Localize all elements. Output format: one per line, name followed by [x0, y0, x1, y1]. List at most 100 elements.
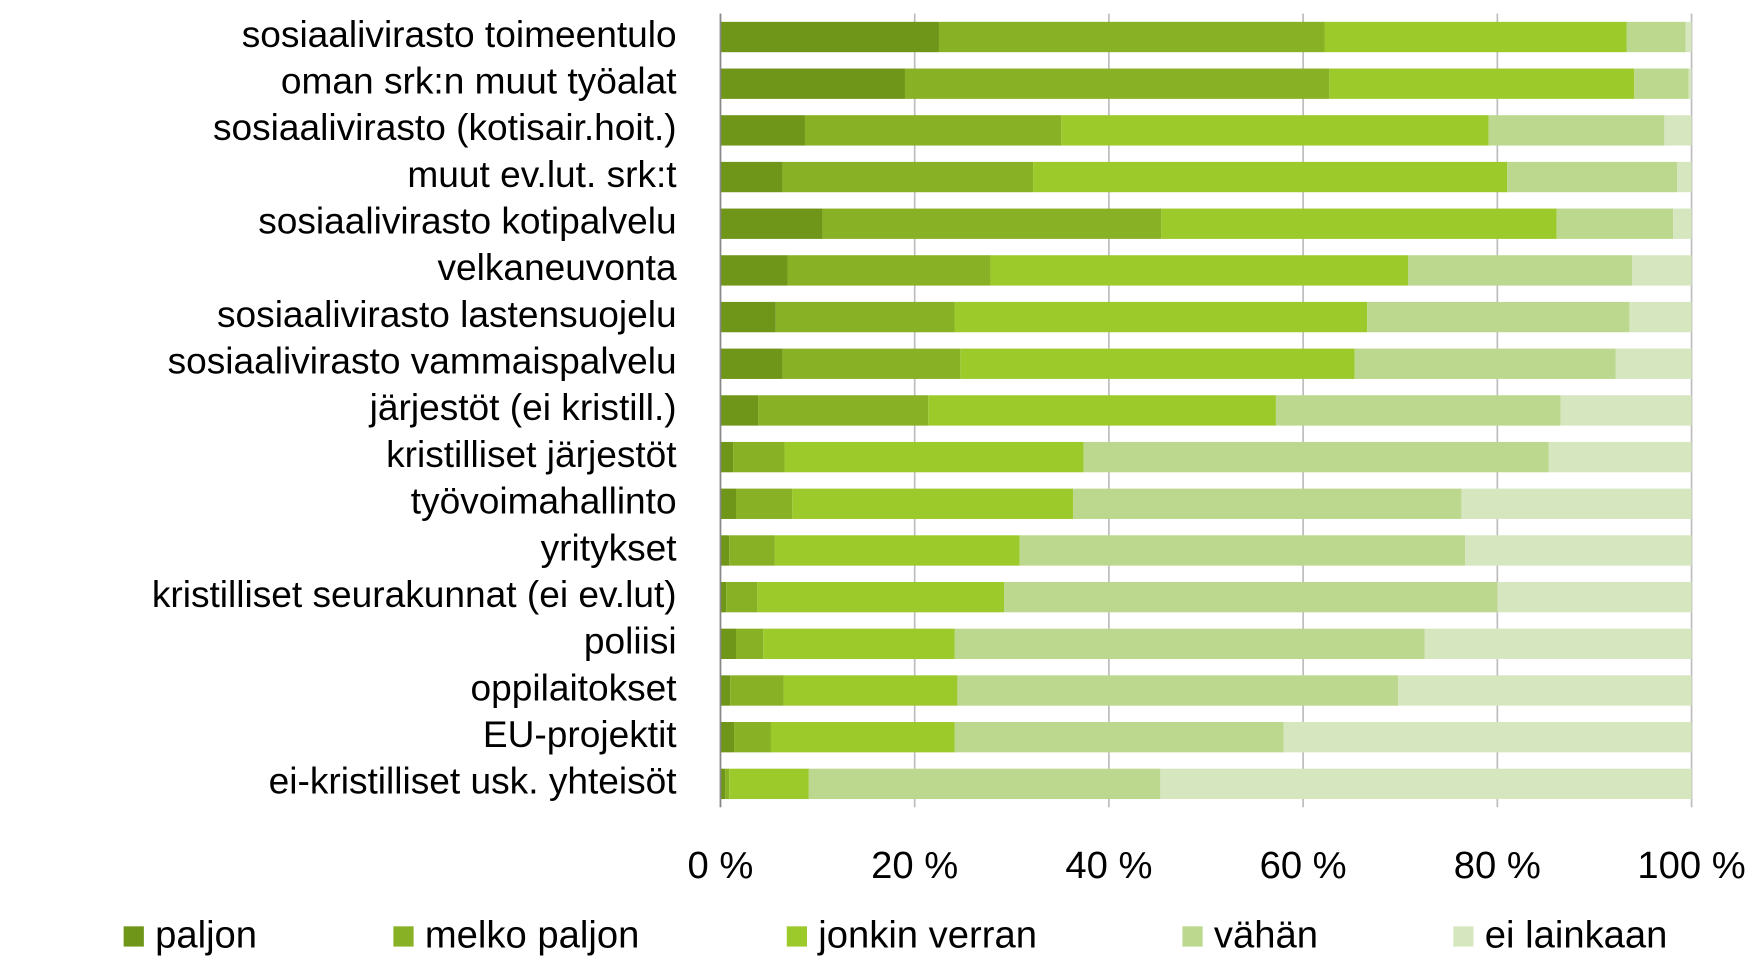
category-label: oman srk:n muut työalat	[281, 59, 677, 101]
bar-segment	[1354, 348, 1616, 379]
bar-segment	[1367, 301, 1630, 333]
bar-segment	[720, 675, 731, 706]
bar-segment	[1398, 675, 1692, 706]
bar-segment	[1061, 115, 1489, 146]
category-label: sosiaalivirasto vammaispalvelu	[168, 340, 677, 382]
bar-segment	[928, 395, 1276, 426]
bar-segment	[729, 768, 809, 800]
bar-segment	[783, 675, 958, 706]
bar-segment	[1676, 161, 1692, 193]
bar-segment	[720, 722, 735, 753]
bar-segment	[720, 161, 783, 193]
bar-segment	[792, 488, 1073, 519]
x-tick-label: 80 %	[1454, 844, 1541, 887]
bar-segment	[990, 255, 1409, 286]
bar-segment	[775, 301, 955, 333]
bar-segment	[1461, 488, 1692, 519]
bar-segment	[720, 395, 759, 426]
category-label: sosiaalivirasto (kotisair.hoit.)	[213, 106, 677, 148]
bar-segment	[954, 628, 1425, 659]
x-tick-label: 20 %	[871, 844, 958, 887]
bar-segment	[1548, 441, 1692, 473]
category-label: poliisi	[584, 620, 677, 662]
bar-segment	[763, 628, 955, 659]
legend-swatch	[123, 926, 144, 947]
category-label: muut ev.lut. srk:t	[407, 153, 677, 195]
bar-segment	[720, 768, 726, 800]
bar-segment	[1688, 68, 1692, 99]
bar-segment	[720, 488, 736, 519]
bar-segment	[782, 348, 961, 379]
bar-segment	[954, 722, 1284, 753]
bar-segment	[720, 301, 776, 333]
bar-segment	[1497, 581, 1692, 613]
legend-label: melko paljon	[425, 914, 639, 957]
bar-segment	[784, 441, 1084, 473]
bar-segment	[1507, 161, 1677, 193]
bar-segment	[758, 395, 929, 426]
category-label: työvoimahallinto	[411, 480, 677, 522]
category-label: sosiaalivirasto kotipalvelu	[258, 200, 676, 242]
x-tick-label: 40 %	[1065, 844, 1152, 887]
bar-segment	[735, 488, 793, 519]
bar-segment	[1556, 208, 1674, 239]
bar-segment	[804, 115, 1062, 146]
bar-segment	[957, 675, 1399, 706]
bar-segment	[720, 441, 734, 473]
bar-segment	[1072, 488, 1462, 519]
bar-segment	[1632, 255, 1692, 286]
category-label: sosiaalivirasto toimeentulo	[242, 13, 677, 55]
bar-segment	[938, 21, 1325, 53]
bar-segment	[725, 768, 730, 800]
bar-segment	[720, 255, 788, 286]
legend-swatch	[393, 926, 414, 947]
bar-segment	[770, 722, 955, 753]
bar-segment	[1424, 628, 1692, 659]
category-label: kristilliset seurakunnat (ei ev.lut)	[152, 573, 677, 615]
x-tick-label: 60 %	[1260, 844, 1347, 887]
bar-segment	[1626, 21, 1686, 53]
bar-segment	[720, 68, 905, 99]
bar-segment	[1161, 208, 1557, 239]
legend-swatch	[1453, 926, 1474, 947]
category-label: sosiaalivirasto lastensuojelu	[217, 293, 677, 335]
bar-segment	[1465, 535, 1692, 566]
bar-segment	[730, 675, 784, 706]
x-tick-label: 100 %	[1637, 844, 1745, 887]
bar-segment	[787, 255, 991, 286]
bar-segment	[726, 581, 758, 613]
bar-segment	[720, 208, 823, 239]
bar-segment	[960, 348, 1355, 379]
bar-segment	[1283, 722, 1692, 753]
legend-label: ei lainkaan	[1485, 914, 1668, 957]
bar-segment	[1275, 395, 1561, 426]
bar-segment	[822, 208, 1162, 239]
legend-label: vähän	[1214, 914, 1318, 957]
bar-segment	[1615, 348, 1692, 379]
bar-segment	[774, 535, 1020, 566]
bar-segment	[782, 161, 1034, 193]
category-label: ei-kristilliset usk. yhteisöt	[269, 760, 678, 802]
legend-swatch	[1182, 926, 1203, 947]
bar-segment	[734, 722, 771, 753]
bar-segment	[757, 581, 1005, 613]
legend-label: paljon	[155, 914, 257, 957]
bar-segment	[729, 535, 775, 566]
bar-segment	[1408, 255, 1633, 286]
bar-segment	[1629, 301, 1692, 333]
bar-segment	[720, 348, 783, 379]
bar-segment	[1560, 395, 1692, 426]
category-label: velkaneuvonta	[437, 246, 677, 288]
x-tick-label: 0 %	[688, 844, 754, 887]
bar-segment	[735, 628, 764, 659]
bar-segment	[1004, 581, 1498, 613]
bar-segment	[1634, 68, 1689, 99]
bar-segment	[1673, 208, 1692, 239]
bar-segment	[1324, 21, 1627, 53]
legend-label: jonkin verran	[817, 914, 1037, 957]
bar-segment	[1685, 21, 1692, 53]
category-label: kristilliset järjestöt	[386, 433, 677, 475]
bar-segment	[1019, 535, 1466, 566]
bar-segment	[1664, 115, 1692, 146]
